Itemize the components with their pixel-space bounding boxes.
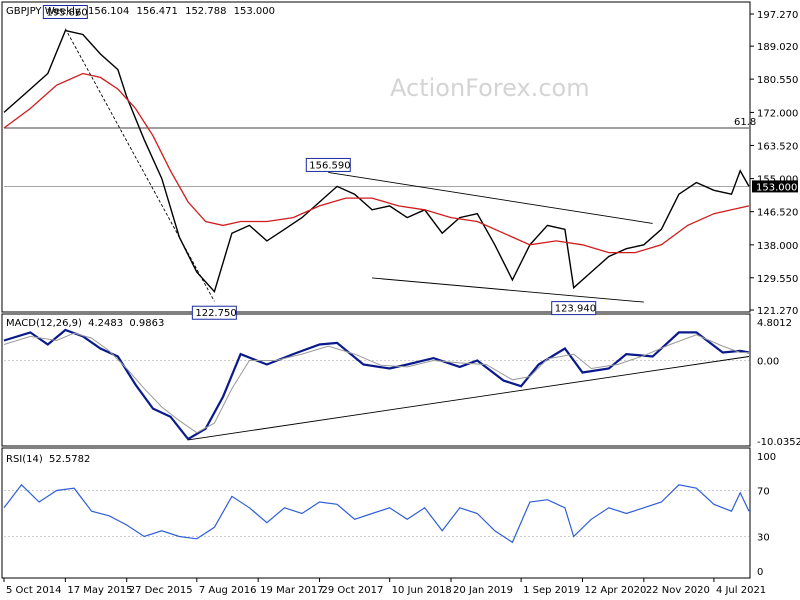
price-y-tick-label: 121.270 (757, 306, 798, 317)
macd-signal-value: 0.9863 (129, 318, 164, 329)
macd-trendline (187, 356, 750, 441)
moving-average-line (3, 72, 750, 254)
price-series-line (3, 29, 750, 293)
macd-y-tick-label: -10.0352 (757, 437, 800, 448)
rsi-panel-frame (1, 447, 751, 579)
price-y-tick-label: 197.270 (757, 10, 798, 21)
x-tick-label: 5 Oct 2014 (6, 585, 61, 596)
x-tick-label: 10 Jun 2018 (392, 585, 452, 596)
price-y-tick-label: 163.520 (757, 141, 798, 152)
rsi-header: RSI(14) 52.5782 (6, 454, 90, 465)
price-annotation-box (551, 301, 597, 316)
price-y-tick-label: 180.550 (757, 75, 798, 86)
price-y-tick-label: 138.000 (757, 241, 798, 252)
watermark: ActionForex.com (390, 74, 590, 102)
high-value: 156.471 (137, 6, 178, 17)
rsi-title: RSI(14) (6, 454, 43, 465)
macd-header: MACD(12,26,9) 4.2483 0.9863 (6, 318, 164, 329)
last-price-label: 153.000 (756, 182, 797, 193)
x-tick-label: 19 Mar 2017 (260, 585, 323, 596)
price-y-tick-label: 146.520 (757, 208, 798, 219)
open-value: 156.104 (88, 6, 129, 17)
macd-y-tick-label: 0.00 (757, 357, 779, 368)
rsi-y-tick-label: 0 (757, 567, 763, 578)
x-tick-label: 4 Jul 2021 (716, 585, 766, 596)
x-tick-label: 12 Apr 2020 (584, 585, 646, 596)
timeframe-label: Weekly (45, 6, 81, 17)
x-tick-label: 20 Jan 2019 (453, 585, 513, 596)
price-annotation-box (191, 305, 237, 320)
price-y-tick-label: 155.000 (757, 175, 798, 186)
price-marks: 61.8 195.860 156.590 122.750 123.940 (3, 4, 756, 320)
close-value: 153.000 (234, 6, 275, 17)
price-trendline (64, 28, 215, 302)
x-tick-label: 27 Dec 2015 (129, 585, 193, 596)
x-tick-label: 22 Nov 2020 (646, 585, 710, 596)
rsi-y-tick-label: 70 (757, 487, 770, 498)
price-annotation-label: 156.590 (309, 160, 350, 171)
low-value: 152.788 (185, 6, 226, 17)
price-y-tick-label: 172.000 (757, 108, 798, 119)
price-annotation-label: 122.750 (195, 308, 236, 319)
price-trendline (328, 171, 653, 224)
price-y-tick-label: 129.550 (757, 274, 798, 285)
macd-y-tick-label: 4.8012 (757, 318, 792, 329)
y-axis-labels: 197.270 189.020 180.550 172.000 163.520 155.0… (750, 10, 800, 578)
macd-value: 4.2483 (88, 318, 123, 329)
x-tick-label: 1 Sep 2019 (523, 585, 580, 596)
x-tick-label: 29 Oct 2017 (322, 585, 384, 596)
rsi-marks (3, 483, 750, 544)
macd-signal-line (3, 332, 749, 434)
rsi-y-tick-label: 30 (757, 533, 770, 544)
price-annotation-label: 123.940 (555, 304, 596, 315)
rsi-value: 52.5782 (49, 454, 90, 465)
macd-marks (3, 328, 750, 441)
price-annotation-box (305, 157, 351, 172)
price-annotation-box (42, 4, 88, 19)
x-tick-label: 17 May 2015 (67, 585, 132, 596)
last-price-badge (752, 180, 798, 193)
symbol-label: GBPJPY (6, 6, 42, 17)
macd-title: MACD(12,26,9) (6, 318, 82, 329)
price-annotation-label: 195.860 (46, 7, 87, 18)
rsi-y-tick-label: 100 (757, 452, 776, 463)
price-y-tick-label: 189.020 (757, 42, 798, 53)
macd-panel-frame (1, 313, 751, 447)
price-header: GBPJPY Weekly 156.104 156.471 152.788 15… (6, 6, 275, 17)
price-trendline (372, 277, 644, 303)
macd-line (3, 328, 750, 441)
rsi-line (3, 483, 750, 544)
fib-618-label: 61.8 (734, 117, 756, 128)
price-panel-frame (1, 1, 751, 313)
x-tick-label: 7 Aug 2016 (199, 585, 257, 596)
